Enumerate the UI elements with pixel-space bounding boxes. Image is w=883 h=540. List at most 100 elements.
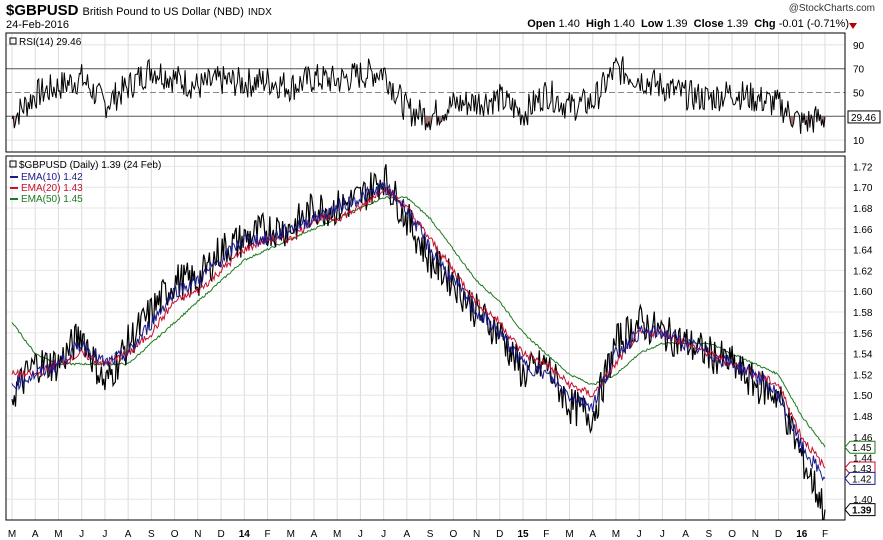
x-tick-label: D: [775, 529, 782, 540]
chart-title: $GBPUSD British Pound to US Dollar (NBD) I…: [6, 2, 272, 19]
chg-label: Chg: [754, 18, 776, 30]
price-value-tag-text: 1.43: [852, 464, 872, 475]
price-y-tick-label: 1.46: [853, 433, 873, 444]
x-tick-label: J: [102, 529, 107, 540]
x-tick-label: A: [311, 529, 318, 540]
x-tick-label: O: [728, 529, 736, 540]
rsi-legend: RSI(14) 29.46: [19, 37, 82, 48]
x-tick-label: M: [54, 529, 62, 540]
series-ema-10-: [11, 182, 826, 482]
price-value-tag: [844, 471, 876, 485]
rsi-grid: [6, 33, 845, 152]
price-legend-icon: [9, 160, 17, 168]
rsi-y-tick-label: 70: [853, 65, 865, 76]
price-legend-title: $GBPUSD (Daily) 1.39 (24 Feb): [19, 160, 161, 171]
rsi-y-tick-label: 10: [853, 136, 865, 147]
x-tick-label: A: [32, 529, 39, 540]
x-tick-label: N: [194, 529, 201, 540]
x-tick-label: M: [8, 529, 16, 540]
ema-legend-label: EMA(20) 1.43: [21, 183, 83, 194]
high-label: High: [585, 18, 611, 30]
ema-legend-label: EMA(10) 1.42: [21, 172, 83, 183]
x-tick-label: A: [125, 529, 132, 540]
x-tick-label: 14: [239, 529, 251, 540]
price-panel: [5, 155, 846, 521]
rsi-line: [11, 56, 826, 134]
rsi-value-tag-text: 29.46: [851, 113, 876, 124]
price-y-tick-label: 1.48: [853, 412, 873, 423]
price-y-tick-label: 1.40: [853, 495, 873, 506]
x-tick-label: M: [565, 529, 573, 540]
x-tick-label: S: [427, 529, 434, 540]
x-tick-label: F: [264, 529, 270, 540]
series--gbpusd: [11, 164, 826, 521]
x-tick-label: N: [752, 529, 759, 540]
x-tick-label: N: [473, 529, 480, 540]
ohlc-readout: Open 1.40 High 1.40 Low 1.39 Close 1.39 …: [527, 18, 849, 30]
x-tick-label: A: [682, 529, 689, 540]
price-y-tick-label: 1.56: [853, 329, 873, 340]
price-y-tick-label: 1.58: [853, 308, 873, 319]
exchange-label: INDX: [247, 7, 272, 18]
price-grid: [6, 156, 845, 520]
price-y-tick-label: 1.66: [853, 225, 873, 236]
x-tick-label: M: [287, 529, 295, 540]
x-tick-label: O: [171, 529, 179, 540]
x-tick-label: J: [381, 529, 386, 540]
x-tick-label: 15: [517, 529, 529, 540]
price-y-tick-label: 1.72: [853, 162, 873, 173]
price-y-tick-label: 1.50: [853, 391, 873, 402]
price-series: [11, 164, 826, 521]
price-value-tag-text: 1.45: [852, 443, 872, 454]
open-value: 1.40: [558, 18, 580, 30]
rsi-series-line: [11, 56, 826, 134]
low-label: Low: [641, 18, 664, 30]
stockcharts-logo: @StockCharts.com: [788, 3, 875, 14]
rsi-y-tick-label: 90: [853, 41, 865, 52]
price-y-tick-label: 1.54: [853, 350, 873, 361]
chart-date: 24-Feb-2016: [6, 19, 69, 31]
price-value-tag: [844, 440, 876, 454]
price-y-tick-label: 1.52: [853, 370, 873, 381]
security-name: British Pound to US Dollar (NBD): [82, 6, 244, 18]
high-value: 1.40: [613, 18, 635, 30]
x-tick-label: J: [637, 529, 642, 540]
chg-value: -0.01 (-0.71%): [778, 18, 849, 30]
legend: RSI(14) 29.46 $GBPUSD (Daily) 1.39 (24 Fe…: [9, 37, 161, 205]
x-tick-label: S: [148, 529, 155, 540]
price-y-tick-label: 1.64: [853, 246, 873, 257]
series-ema-20-: [11, 186, 826, 469]
price-value-tag-text: 1.39: [852, 506, 872, 517]
close-value: 1.39: [726, 18, 749, 30]
price-y-tick-label: 1.44: [853, 454, 873, 465]
rsi-oversold-area: [437, 116, 442, 126]
ema-legend-label: EMA(50) 1.45: [21, 194, 83, 205]
open-label: Open: [527, 18, 556, 30]
rsi-panel: [5, 32, 846, 153]
x-tick-label: D: [217, 529, 224, 540]
x-tick-label: F: [822, 529, 828, 540]
rsi-oversold-fill: [14, 116, 825, 133]
x-tick-label: A: [404, 529, 411, 540]
x-tick-label: 16: [796, 529, 808, 540]
x-tick-label: D: [496, 529, 503, 540]
x-tick-label: J: [660, 529, 665, 540]
x-tick-label: A: [589, 529, 596, 540]
rsi-legend-icon: [9, 37, 17, 45]
x-tick-label: S: [706, 529, 713, 540]
price-y-tick-label: 1.60: [853, 287, 873, 298]
low-value: 1.39: [666, 18, 688, 30]
x-tick-label: J: [79, 529, 84, 540]
axis-labels: M A M J J A S O N D 14 F M A M J J A S O N D 15 F M A M J J A S O N D 16 F 9…: [8, 41, 881, 540]
price-y-tick-label: 1.62: [853, 266, 873, 277]
ticker-symbol: $GBPUSD: [6, 2, 79, 19]
rsi-oversold-area: [805, 116, 808, 132]
price-y-tick-label: 1.68: [853, 204, 873, 215]
rsi-frame: [5, 32, 846, 153]
price-value-tag: [844, 503, 876, 517]
price-frame: [5, 155, 846, 521]
x-tick-label: O: [449, 529, 457, 540]
price-y-tick-label: 1.70: [853, 183, 873, 194]
price-value-tag-text: 1.42: [852, 474, 872, 485]
